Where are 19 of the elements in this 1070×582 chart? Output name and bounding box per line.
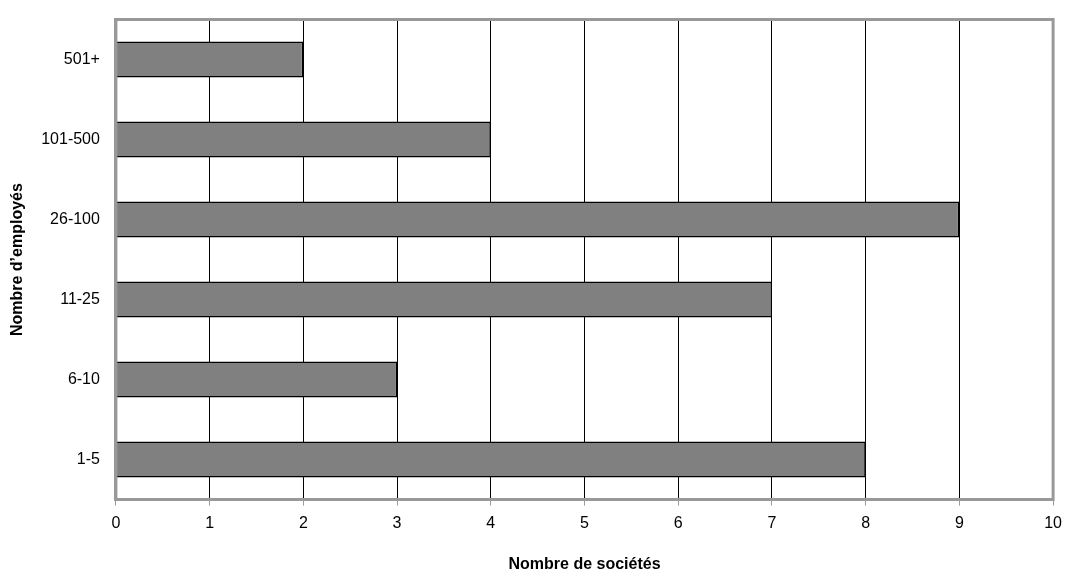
x-tick-label: 1 [205, 513, 215, 531]
x-tick-label: 10 [1044, 513, 1063, 531]
y-tick-label: 501+ [63, 50, 100, 68]
y-tick-label: 11-25 [60, 290, 101, 308]
x-tick-label: 5 [580, 513, 590, 531]
x-tick-label: 3 [392, 513, 402, 531]
x-tick-label: 6 [673, 513, 683, 531]
x-tick-label: 0 [111, 513, 121, 531]
y-tick-label: 26-100 [50, 210, 101, 228]
y-axis-title: Nombre d’employés [8, 183, 26, 337]
y-tick-label: 101-500 [41, 130, 101, 148]
y-tick-label: 1-5 [76, 450, 101, 468]
x-tick-label: 8 [861, 513, 871, 531]
x-tick-label: 2 [298, 513, 308, 531]
x-axis-title: Nombre de sociétés [508, 554, 661, 572]
x-tick-label: 7 [767, 513, 777, 531]
x-tick-label: 9 [954, 513, 964, 531]
x-tick-label: 4 [486, 513, 496, 531]
y-tick-label: 6-10 [67, 370, 101, 388]
